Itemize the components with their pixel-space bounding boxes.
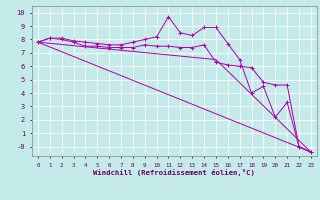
- X-axis label: Windchill (Refroidissement éolien,°C): Windchill (Refroidissement éolien,°C): [93, 169, 255, 176]
